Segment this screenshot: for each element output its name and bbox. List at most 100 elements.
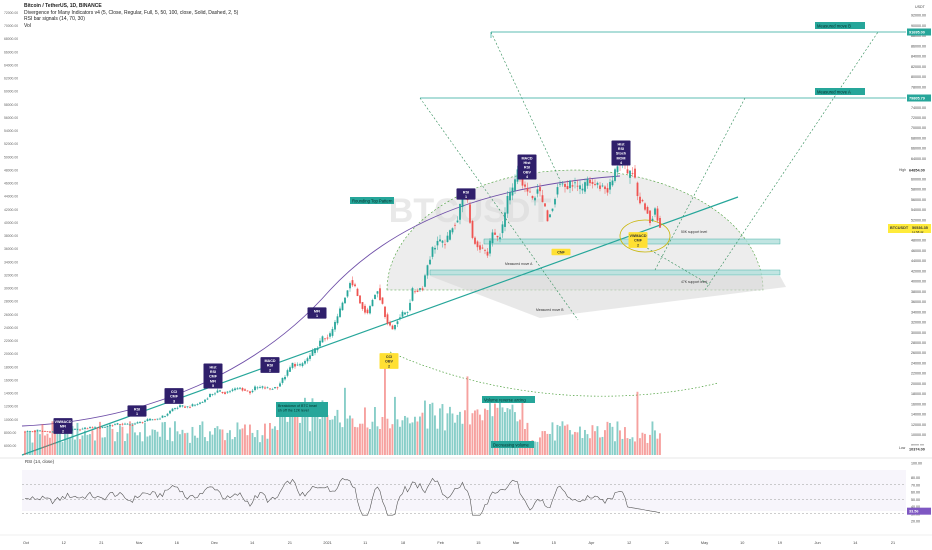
indicator-rsi-signals[interactable]: RSI bar signals (14, 70, 30) <box>24 16 85 22</box>
volume-bar <box>656 438 659 455</box>
candle-body <box>181 405 184 407</box>
signal-label-text: 2 <box>388 364 390 368</box>
candle-body <box>354 284 356 287</box>
volume-bar <box>289 408 291 455</box>
volume-bar <box>646 442 649 455</box>
left-axis-tick: 20000.00 <box>4 352 18 356</box>
rsi-axis-tick: 70.00 <box>911 483 920 487</box>
volume-bar <box>34 429 36 455</box>
volume-bar <box>341 427 344 455</box>
signal-label-text: MACD <box>521 157 532 161</box>
candle-body <box>101 427 104 428</box>
signal-label-text: CMF <box>170 395 179 399</box>
volume-bar <box>381 417 384 455</box>
volume-bar <box>301 405 304 455</box>
price-axis-tick: 36000.00 <box>911 300 926 304</box>
breakdown-note-line: sh off the 12K level <box>278 409 309 413</box>
volume-bar <box>399 426 401 455</box>
volume-bar <box>586 434 589 455</box>
time-axis-label: 10 <box>740 541 744 545</box>
volume-bar <box>311 398 314 455</box>
measured-move-b-label-box <box>815 22 865 29</box>
candle-body <box>254 386 256 391</box>
signal-label-box <box>628 232 648 248</box>
volume-bar <box>419 416 421 455</box>
price-axis-tick: 64000.00 <box>911 157 926 161</box>
candle-body <box>234 388 236 391</box>
price-axis-tick: 10000.00 <box>911 433 926 437</box>
volume-bar <box>209 431 211 455</box>
volume-bar <box>151 429 154 455</box>
candle-body <box>396 321 399 325</box>
candle-body <box>44 431 46 432</box>
candle-body <box>184 406 186 408</box>
signal-label-text: RSI <box>463 190 469 194</box>
candle-body <box>406 311 409 313</box>
volume-bar <box>526 422 529 455</box>
signal-label-text: 4 <box>620 161 623 165</box>
volume-bar <box>81 435 84 455</box>
volume-bar <box>454 422 456 455</box>
volume-bar <box>101 437 104 455</box>
volume-bars <box>24 365 661 455</box>
volume-bar <box>224 440 226 455</box>
price-axis-tick: 72000.00 <box>911 116 926 120</box>
candle-body <box>39 430 41 432</box>
volume-bar <box>461 423 464 455</box>
volume-bar <box>476 409 479 455</box>
volume-bar <box>361 423 364 455</box>
indicator-divergence[interactable]: Divergence for Many Indicators v4 (5, Cl… <box>24 9 239 16</box>
price-axis-tick: 74000.00 <box>911 106 926 110</box>
candle-body <box>386 314 389 324</box>
time-axis-label: Dec <box>211 541 218 545</box>
volume-bar <box>256 430 259 455</box>
candle-body <box>309 355 311 359</box>
tag-upper-bg <box>907 28 931 36</box>
left-axis-tick: 38000.00 <box>4 234 18 238</box>
time-axis-label: Jun <box>815 541 821 545</box>
indicator-volume[interactable]: Vol <box>24 22 31 29</box>
signal-label-text: 1 <box>465 195 467 199</box>
candle-body <box>454 224 456 226</box>
candle-body <box>256 387 259 389</box>
candle-body <box>281 377 284 383</box>
volume-bar <box>534 441 536 455</box>
candle-body <box>506 195 509 214</box>
volume-bar <box>426 428 429 455</box>
rsi-line <box>24 477 661 516</box>
volume-bar <box>449 406 451 455</box>
candle-body <box>324 338 326 340</box>
volume-bar <box>156 431 159 455</box>
signal-label-text: Hist <box>210 366 218 370</box>
signal-label-text: RSI <box>134 407 140 411</box>
volume-bar <box>196 437 199 455</box>
candle-body <box>631 173 634 175</box>
time-axis-label: 15 <box>476 541 480 545</box>
volume-bar <box>576 432 579 455</box>
volume-bar <box>511 404 514 455</box>
symbol-title[interactable]: Bitcoin / TetherUS, 1D, BINANCE <box>24 3 102 9</box>
volume-bar <box>129 421 131 455</box>
candle-body <box>379 288 381 301</box>
left-axis-tick: 44000.00 <box>4 195 18 199</box>
volume-bar <box>596 426 599 455</box>
volume-bar <box>444 430 446 455</box>
candle-body <box>76 428 79 430</box>
measured-move-a-target <box>654 97 746 271</box>
candle-body <box>99 427 101 429</box>
volume-bar <box>389 428 391 455</box>
volume-bar <box>326 415 329 455</box>
tag-low: 10374.00 <box>909 448 925 452</box>
price-axis-tick: 60000.00 <box>911 177 926 181</box>
candle-body <box>161 415 164 418</box>
candle-body <box>451 228 454 233</box>
candle-body <box>271 388 274 390</box>
measured-move-a-label: Measured move A <box>817 89 851 94</box>
volume-bar <box>421 412 424 455</box>
volume-bar <box>489 401 491 455</box>
candle-body <box>159 418 161 420</box>
volume-bar <box>146 436 149 455</box>
volume-bar <box>124 441 126 455</box>
volume-reverse-label-box <box>482 396 535 403</box>
